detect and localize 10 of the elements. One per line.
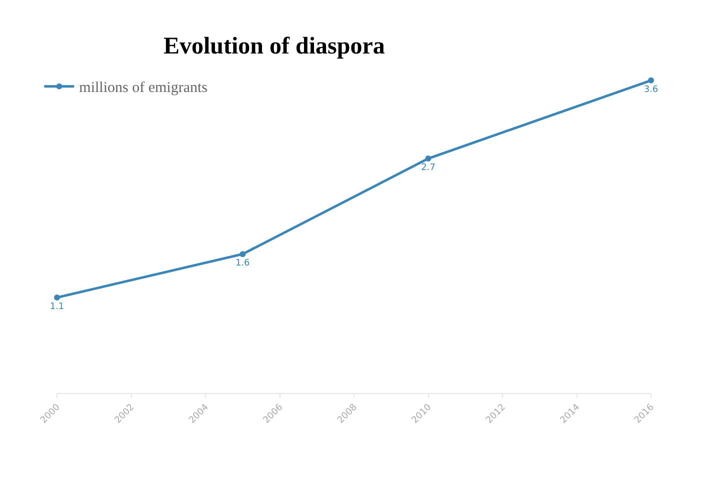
point <box>425 156 432 162</box>
legend-label: millions of emigrants <box>79 80 208 96</box>
data-label: 3.6 <box>644 84 658 95</box>
point <box>54 294 60 300</box>
data-label: 2.7 <box>421 163 436 174</box>
point <box>648 77 654 84</box>
data-label: 1.1 <box>50 302 64 312</box>
chart-title: Evolution of diaspora <box>163 33 385 60</box>
data-label: 1.6 <box>235 258 250 269</box>
point <box>240 251 246 258</box>
